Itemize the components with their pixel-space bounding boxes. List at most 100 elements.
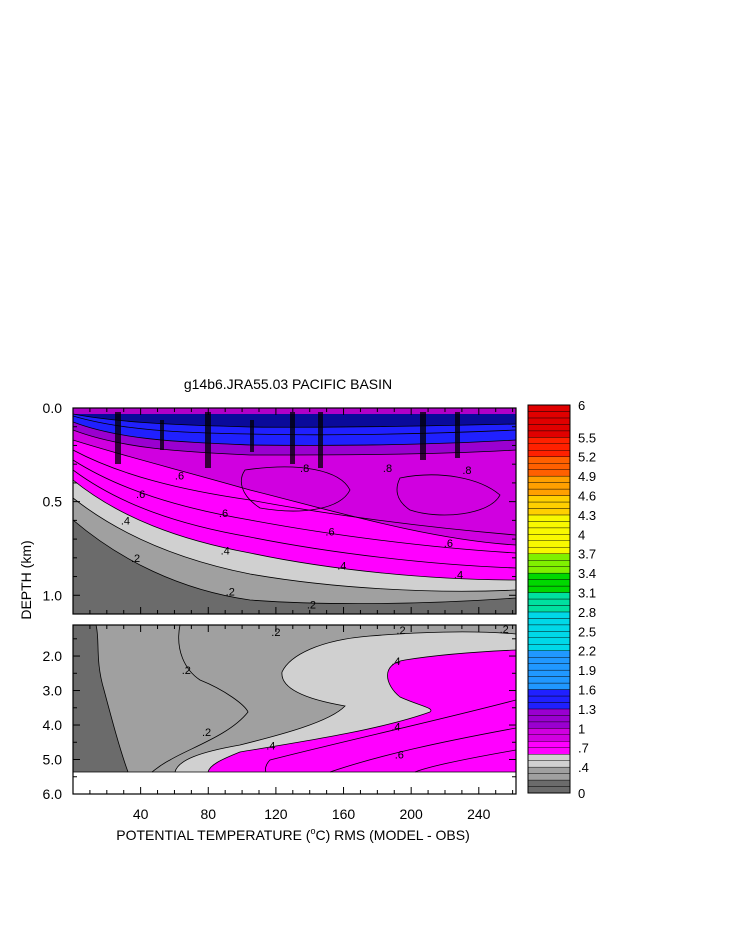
contour-label: .2	[500, 624, 509, 636]
colorbar-band	[527, 721, 571, 729]
contour-label: .6	[175, 470, 184, 482]
colorbar-band	[527, 786, 571, 794]
colorbar-band	[527, 611, 571, 619]
colorbar-band	[527, 657, 571, 664]
x-axis: 40 80 120 160 200 240	[72, 408, 514, 822]
colorbar-band	[527, 430, 571, 438]
colorbar-label: .4	[578, 760, 589, 775]
y-tick-label: 1.0	[43, 587, 63, 603]
lower-panel-frame	[72, 624, 517, 795]
contour-label: .8	[300, 463, 309, 475]
contour-label: .2	[271, 627, 280, 639]
colorbar-band	[527, 779, 571, 787]
x-tick-label: 240	[467, 806, 491, 822]
upper-panel-fill	[73, 408, 516, 614]
colorbar-band	[527, 773, 571, 781]
upper-panel: .6 .8 .8 .8 .6 .6 .6 .6 .4 .4 .4 .4 .2 .2 .2 0.0 0.5 1.0	[43, 400, 517, 615]
contour-label: .8	[462, 465, 471, 477]
colorbar-band	[527, 527, 571, 535]
upper-panel-frame	[72, 407, 517, 615]
upper-contour-lines	[73, 413, 516, 605]
lower-band-0.6	[208, 650, 516, 772]
colorbar-band	[527, 514, 571, 522]
colorbar-band	[527, 417, 571, 425]
colorbar-label: 6	[578, 398, 585, 413]
colorbar-band	[527, 766, 571, 774]
lower-bottom-band	[73, 772, 516, 794]
colorbar-band	[527, 708, 571, 716]
colorbar-band	[527, 404, 571, 412]
lower-band-0.0	[73, 625, 128, 772]
x-tick-label: 40	[133, 806, 149, 822]
x-axis-label-unit: C) RMS (MODEL - OBS)	[315, 827, 469, 843]
colorbar-label: 1.9	[578, 663, 596, 678]
colorbar-band	[527, 553, 571, 561]
contour-label: .4	[391, 722, 400, 734]
colorbar-band	[527, 682, 571, 690]
colorbar-band	[527, 644, 571, 651]
chart-title: g14b6.JRA55.03 PACIFIC BASIN	[184, 376, 392, 392]
colorbar-band	[527, 741, 571, 748]
colorbar-label: 5.2	[578, 450, 596, 465]
colorbar-band	[527, 728, 571, 735]
colorbar-band	[527, 734, 571, 742]
colorbar-labels: 6 5.5 5.2 4.9 4.6 4.3 4 3.7 3.4 3.1 2.8 2.5 2.2 1.9 1.…	[578, 398, 596, 801]
colorbar-band	[527, 508, 571, 516]
x-tick-label: 120	[264, 806, 288, 822]
colorbar-label: 2.8	[578, 605, 596, 620]
contour-label: .6	[136, 489, 145, 501]
colorbar-label: 2.5	[578, 624, 596, 639]
contour-label: .4	[454, 570, 463, 582]
colorbar-band	[527, 495, 571, 503]
colorbar-band	[527, 760, 571, 768]
y-tick-label: 0.5	[43, 494, 63, 510]
colorbar-band	[527, 715, 571, 723]
upper-surface-band	[73, 408, 516, 414]
colorbar-label: 3.4	[578, 566, 596, 581]
colorbar-band	[527, 469, 571, 477]
colorbar-band	[527, 598, 571, 606]
contour-label: .6	[325, 527, 334, 539]
colorbar-band	[527, 475, 571, 483]
colorbar-band	[527, 566, 571, 574]
colorbar-band	[527, 689, 571, 697]
colorbar-band	[527, 747, 571, 755]
contour-label: .4	[121, 515, 130, 527]
colorbar-band	[527, 463, 571, 470]
contour-label: .8	[383, 463, 392, 475]
contour-label: .2	[396, 625, 405, 637]
contour-label: .6	[219, 508, 228, 520]
colorbar-band	[527, 560, 571, 567]
colorbar-band	[527, 631, 571, 638]
colorbar-band	[527, 650, 571, 658]
contour-label: .4	[221, 545, 230, 557]
colorbar-frame	[527, 404, 571, 794]
colorbar: 6 5.5 5.2 4.9 4.6 4.3 4 3.7 3.4 3.1 2.8 2.5 2.2 1.9 1.…	[527, 398, 596, 801]
colorbar-band	[527, 521, 571, 529]
colorbar-band	[527, 695, 571, 703]
contour-label: .2	[226, 587, 235, 599]
colorbar-band	[527, 754, 571, 761]
colorbar-band	[527, 456, 571, 464]
colorbar-label: 3.1	[578, 586, 596, 601]
contour-label: .2	[182, 665, 191, 677]
colorbar-band	[527, 624, 571, 632]
colorbar-band	[527, 488, 571, 496]
x-tick-label: 200	[399, 806, 423, 822]
colorbar-band	[527, 437, 571, 445]
colorbar-band	[527, 663, 571, 671]
lower-panel-fill	[73, 625, 516, 794]
colorbar-label: 2.2	[578, 644, 596, 659]
lower-contour-label-group: .2 .2 .2 .2 .2 .4 .4 .4 .6	[182, 624, 509, 761]
x-axis-label-main: POTENTIAL TEMPERATURE (	[116, 827, 311, 843]
contour-label: .2	[307, 600, 316, 612]
colorbar-band	[527, 637, 571, 645]
colorbar-label: 5.5	[578, 430, 596, 445]
y-tick-label: 4.0	[43, 717, 63, 733]
colorbar-band	[527, 443, 571, 451]
colorbar-label: 4.3	[578, 508, 596, 523]
colorbar-band	[527, 592, 571, 600]
colorbar-band	[527, 547, 571, 554]
y-tick-label: 6.0	[43, 786, 63, 802]
